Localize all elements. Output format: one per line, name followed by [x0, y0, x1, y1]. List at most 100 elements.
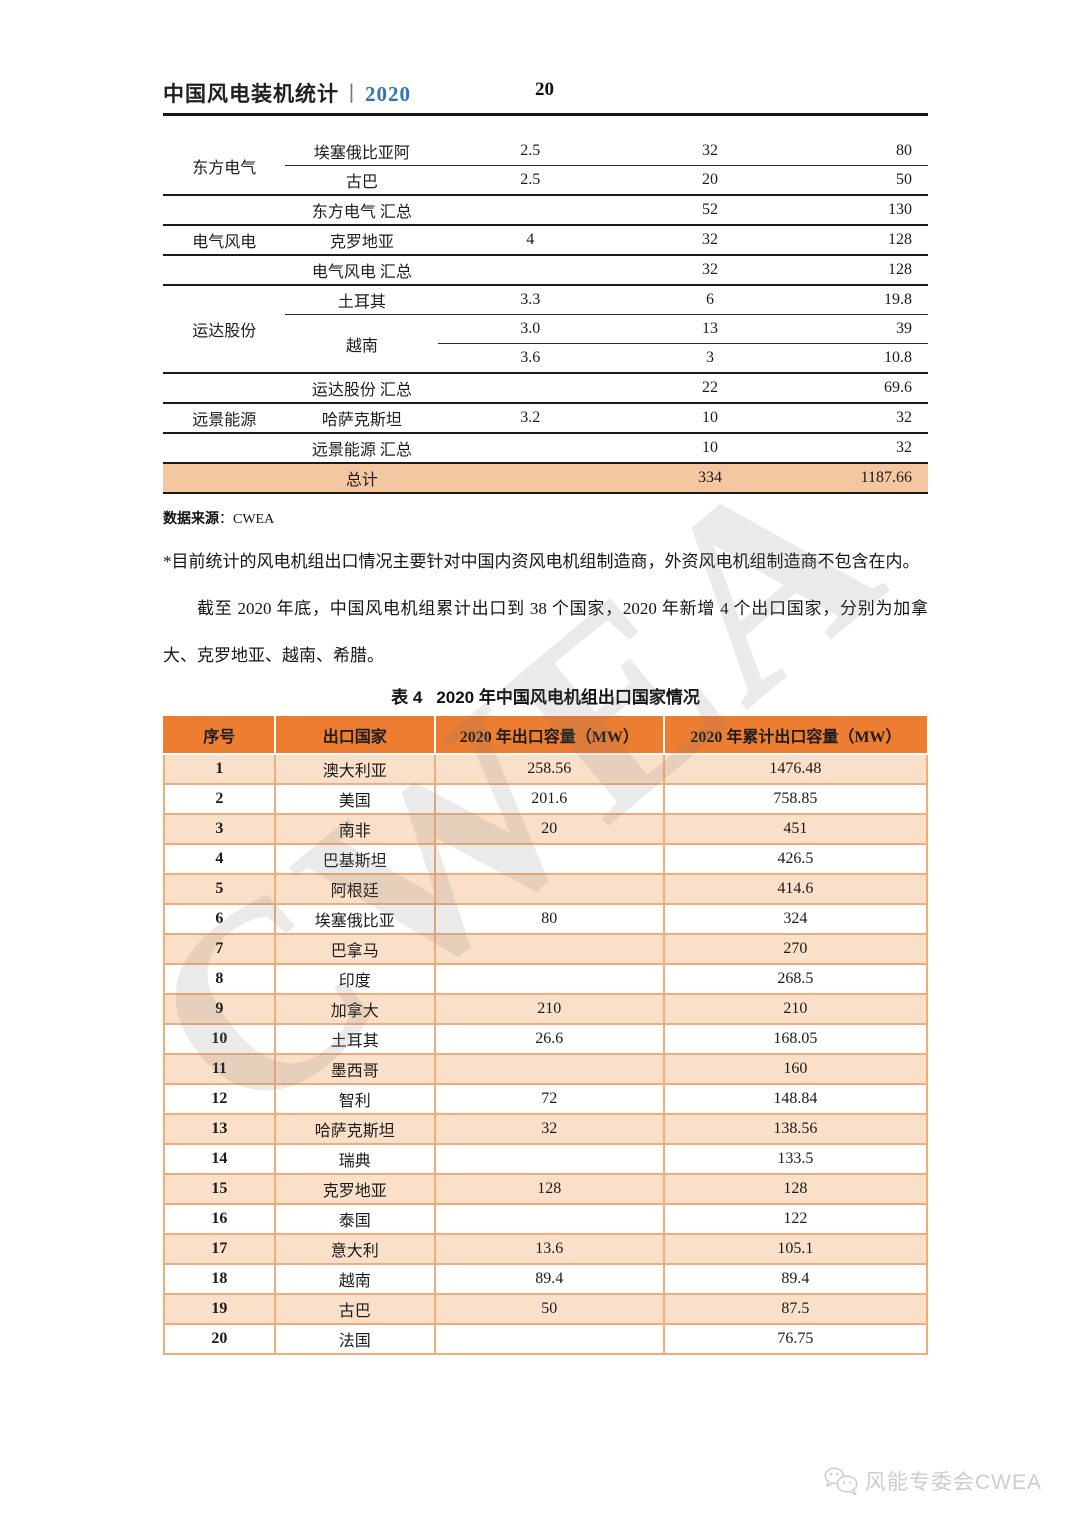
table-row: 8 印度 268.5: [163, 963, 929, 995]
header-export-2020: 2020 年出口容量（MW）: [433, 716, 664, 755]
serial-cell: 9: [163, 993, 276, 1025]
table-row: 18 越南 89.4 89.4: [163, 1263, 929, 1295]
footer-brand: 风能专委会CWEA: [823, 1466, 1042, 1496]
table-row: 3.6 3 10.8: [163, 343, 928, 373]
units-cell: 52: [621, 194, 798, 225]
subtotal-row: 运达股份 汇总 22 69.6: [163, 372, 928, 403]
empty-cell: [163, 372, 286, 403]
serial-cell: 12: [163, 1083, 276, 1115]
empty-cell: [163, 462, 286, 494]
country-cell: 巴基斯坦: [273, 843, 436, 875]
capacity-cell: 130: [797, 194, 928, 225]
export-2020-cell: [433, 933, 665, 965]
capacity-cell: 32: [797, 402, 928, 433]
country-cell: 埃塞俄比亚: [273, 903, 436, 935]
serial-cell: 16: [163, 1203, 276, 1235]
cumulative-cell: 87.5: [662, 1293, 929, 1325]
capacity-cell: 10.8: [797, 343, 928, 373]
cumulative-cell: 138.56: [662, 1113, 929, 1145]
table-row: 1 澳大利亚 258.56 1476.48: [163, 753, 929, 785]
wechat-icon: [823, 1466, 859, 1496]
export-2020-cell: [433, 1143, 665, 1175]
serial-cell: 13: [163, 1113, 276, 1145]
export-2020-cell: 128: [433, 1173, 665, 1205]
cumulative-cell: 270: [662, 933, 929, 965]
units-cell: 334: [621, 462, 798, 494]
units-cell: 32: [621, 224, 798, 255]
capacity-cell: 50: [797, 165, 928, 195]
cumulative-cell: 451: [662, 813, 929, 845]
export-2020-cell: 80: [433, 903, 665, 935]
empty-cell: [163, 194, 286, 225]
country-cell: 阿根廷: [273, 873, 436, 905]
manufacturer-cell: 远景能源: [163, 402, 286, 433]
table-row: 20 法国 76.75: [163, 1323, 929, 1355]
capacity-cell: 39: [797, 314, 928, 344]
page-number: 20: [535, 79, 554, 100]
cumulative-cell: 122: [662, 1203, 929, 1235]
rating-cell: 2.5: [520, 142, 541, 159]
empty-cell: [438, 194, 622, 225]
capacity-cell: 128: [797, 224, 928, 255]
data-source: 数据来源：CWEA: [163, 508, 928, 528]
export-2020-cell: 13.6: [433, 1233, 665, 1265]
country-cell: 智利: [273, 1083, 436, 1115]
table-row: 17 意大利 13.6 105.1: [163, 1233, 929, 1265]
doc-title: 中国风电装机统计丨2020: [163, 82, 411, 106]
country-cell: 印度: [273, 963, 436, 995]
page-header: 中国风电装机统计丨2020 20: [163, 78, 928, 106]
export-2020-cell: 50: [433, 1293, 665, 1325]
empty-cell: [438, 432, 622, 463]
country-cell: 泰国: [273, 1203, 436, 1235]
table-row: 越南 3.0 13 39: [163, 314, 928, 373]
serial-cell: 2: [163, 783, 276, 815]
capacity-cell: 80: [896, 142, 912, 159]
serial-cell: 6: [163, 903, 276, 935]
country-cell: 巴拿马: [273, 933, 436, 965]
data-source-label: 数据来源: [163, 510, 219, 526]
serial-cell: 5: [163, 873, 276, 905]
country-cell: 古巴: [273, 1293, 436, 1325]
serial-cell: 18: [163, 1263, 276, 1295]
serial-cell: 14: [163, 1143, 276, 1175]
cumulative-cell: 426.5: [662, 843, 929, 875]
table-row: 2 美国 201.6 758.85: [163, 783, 929, 815]
capacity-cell: 19.8: [797, 284, 928, 315]
units-cell: 20: [621, 165, 798, 195]
cumulative-cell: 758.85: [662, 783, 929, 815]
rating-cell: 3.0: [438, 314, 622, 344]
table-row: 7 巴拿马 270: [163, 933, 929, 965]
export-countries-tbody: 1 澳大利亚 258.56 1476.48 2 美国 201.6 758.85 3 南非 20 451…: [163, 753, 929, 1355]
header-country: 出口国家: [273, 716, 435, 755]
serial-cell: 17: [163, 1233, 276, 1265]
doc-year: 2020: [365, 82, 411, 106]
serial-cell: 7: [163, 933, 276, 965]
serial-cell: 4: [163, 843, 276, 875]
export-2020-cell: 258.56: [433, 753, 665, 785]
subtotal-row: 电气风电 汇总 32 128: [163, 254, 928, 285]
cumulative-cell: 133.5: [662, 1143, 929, 1175]
export-2020-cell: 210: [433, 993, 665, 1025]
table-row: 运达股份 土耳其 3.3 6 19.8: [163, 284, 928, 373]
serial-cell: 19: [163, 1293, 276, 1325]
title-separator: 丨: [341, 82, 363, 106]
table-row: 东方电气 埃塞俄比亚阿 2.5 32 80: [163, 137, 928, 177]
header-serial: 序号: [163, 716, 275, 755]
manufacturer-cell: 电气风电: [163, 224, 286, 255]
total-row: 总计 334 1187.66: [163, 462, 928, 494]
country-cell: 瑞典: [273, 1143, 436, 1175]
export-2020-cell: [433, 843, 665, 875]
table4-title: 表 4 2020 年中国风电机组出口国家情况: [163, 683, 928, 708]
export-2020-cell: [433, 963, 665, 995]
serial-cell: 20: [163, 1323, 276, 1355]
header-rule: [163, 113, 928, 116]
export-2020-cell: [433, 873, 665, 905]
table-row: 4 巴基斯坦 426.5: [163, 843, 929, 875]
country-cell: 克罗地亚: [285, 224, 439, 255]
export-2020-cell: [433, 1203, 665, 1235]
country-cell: 古巴: [285, 165, 439, 195]
export-2020-cell: 72: [433, 1083, 665, 1115]
country-cell: 加拿大: [273, 993, 436, 1025]
table-row: 11 墨西哥 160: [163, 1053, 929, 1085]
